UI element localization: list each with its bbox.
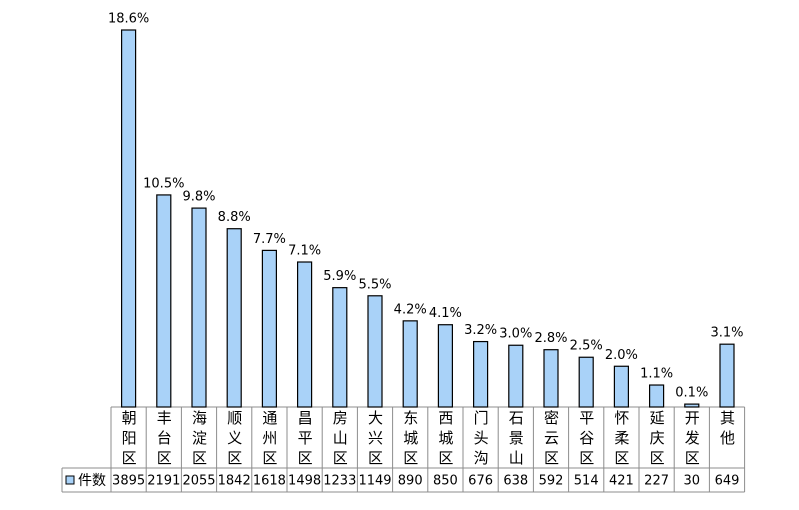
table-value: 649 <box>715 474 740 489</box>
data-label: 1.1% <box>640 367 673 382</box>
x-tick-label: 大兴区 <box>366 410 384 470</box>
x-tick-label: 延庆区 <box>648 410 666 470</box>
data-label: 3.2% <box>464 323 497 338</box>
table-value: 30 <box>684 474 701 489</box>
bar <box>578 356 594 408</box>
x-tick-label: 平谷区 <box>577 410 595 470</box>
table-value: 1498 <box>288 474 321 489</box>
bar <box>120 29 137 408</box>
table-value: 890 <box>398 474 423 489</box>
table-value: 638 <box>503 474 528 489</box>
table-value: 1149 <box>358 474 391 489</box>
bar <box>437 324 453 408</box>
data-label: 10.5% <box>143 176 184 191</box>
x-tick-label: 东城区 <box>401 410 419 470</box>
bar <box>191 207 207 408</box>
table-value: 676 <box>468 474 493 489</box>
x-tick-label: 开发区 <box>683 410 701 470</box>
table-value: 1618 <box>253 474 286 489</box>
table-value: 1233 <box>323 474 356 489</box>
bar <box>473 340 489 408</box>
bar <box>648 384 665 408</box>
legend-label: 件数 <box>78 473 106 489</box>
table-value: 227 <box>644 474 669 489</box>
table-value: 421 <box>609 474 634 489</box>
table-value: 2055 <box>182 474 215 489</box>
table-value: 850 <box>433 474 458 489</box>
bar <box>367 295 383 408</box>
x-tick-label: 丰台区 <box>155 410 173 470</box>
bar <box>719 343 735 408</box>
x-tick-label: 其他 <box>718 410 736 450</box>
data-label: 2.0% <box>605 348 638 363</box>
x-tick-label: 昌平区 <box>296 410 314 470</box>
table-value: 1842 <box>218 474 251 489</box>
data-label: 2.5% <box>570 339 603 354</box>
data-label: 9.8% <box>182 190 215 205</box>
x-tick-label: 石景山 <box>507 410 525 470</box>
x-tick-label: 门头沟 <box>472 410 490 470</box>
data-label: 5.9% <box>323 269 356 284</box>
bar <box>226 228 242 408</box>
bar <box>402 320 418 408</box>
legend-swatch <box>65 475 75 485</box>
x-tick-label: 怀柔区 <box>612 410 630 470</box>
x-tick-label: 顺义区 <box>225 410 243 470</box>
bar <box>297 261 313 408</box>
table-value: 2191 <box>147 474 180 489</box>
data-label: 3.1% <box>710 326 743 341</box>
bar <box>508 344 524 408</box>
data-label: 7.1% <box>288 244 321 259</box>
x-tick-label: 海淀区 <box>190 410 208 470</box>
table-value: 3895 <box>112 474 145 489</box>
bar <box>156 194 172 408</box>
x-tick-label: 朝阳区 <box>120 410 138 470</box>
x-tick-label: 房山区 <box>331 410 349 470</box>
data-label: 0.1% <box>675 386 708 401</box>
bar <box>332 287 348 408</box>
data-label: 5.5% <box>358 277 391 292</box>
data-label: 3.0% <box>499 327 532 342</box>
data-label: 7.7% <box>253 232 286 247</box>
x-tick-label: 西城区 <box>436 410 454 470</box>
table-value: 514 <box>574 474 599 489</box>
bar <box>261 249 277 408</box>
data-label: 8.8% <box>218 210 251 225</box>
bar <box>613 365 630 408</box>
bar <box>543 349 559 408</box>
data-label: 18.6% <box>108 12 149 27</box>
table-value: 592 <box>539 474 564 489</box>
data-label: 4.2% <box>394 302 427 317</box>
x-tick-label: 通州区 <box>260 410 278 470</box>
data-label: 4.1% <box>429 306 462 321</box>
bar <box>684 403 700 408</box>
data-label: 2.8% <box>534 331 567 346</box>
x-tick-label: 密云区 <box>542 410 560 470</box>
